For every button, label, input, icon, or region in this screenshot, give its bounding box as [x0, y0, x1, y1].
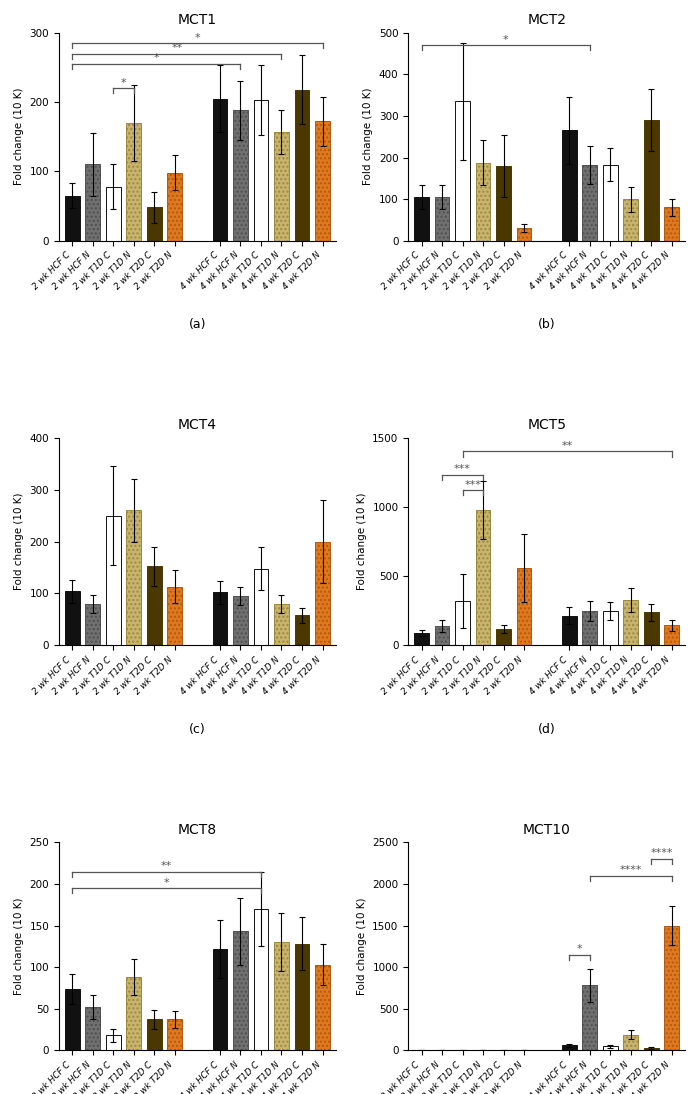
- Text: ****: ****: [650, 849, 672, 859]
- Bar: [664, 926, 679, 1050]
- Bar: [517, 229, 531, 241]
- Bar: [517, 568, 531, 645]
- Title: MCT2: MCT2: [527, 13, 566, 27]
- Bar: [582, 165, 597, 241]
- Bar: [582, 610, 597, 645]
- Bar: [294, 615, 310, 645]
- Bar: [65, 196, 80, 241]
- Y-axis label: Fold change (10 K): Fold change (10 K): [356, 492, 367, 591]
- Bar: [147, 1020, 161, 1050]
- Bar: [65, 989, 80, 1050]
- Bar: [624, 199, 638, 241]
- Bar: [274, 604, 289, 645]
- Bar: [254, 569, 268, 645]
- Bar: [476, 510, 491, 645]
- Bar: [496, 629, 511, 645]
- Y-axis label: Fold change (10 K): Fold change (10 K): [363, 88, 373, 186]
- Bar: [147, 567, 161, 645]
- Bar: [65, 592, 80, 645]
- Bar: [127, 123, 141, 241]
- Bar: [233, 931, 248, 1050]
- Bar: [315, 965, 330, 1050]
- Title: MCT1: MCT1: [178, 13, 217, 27]
- Bar: [664, 208, 679, 241]
- Bar: [106, 515, 121, 645]
- Bar: [644, 120, 658, 241]
- Bar: [562, 130, 577, 241]
- Bar: [294, 90, 310, 241]
- Bar: [414, 197, 429, 241]
- Bar: [644, 613, 658, 645]
- Text: *: *: [194, 33, 200, 43]
- Bar: [85, 1006, 100, 1050]
- Bar: [476, 163, 491, 241]
- Bar: [106, 1035, 121, 1050]
- Bar: [127, 977, 141, 1050]
- Bar: [603, 610, 618, 645]
- Bar: [624, 1035, 638, 1050]
- Bar: [294, 944, 310, 1050]
- Title: MCT4: MCT4: [178, 418, 217, 432]
- Title: MCT5: MCT5: [527, 418, 566, 432]
- Bar: [414, 633, 429, 645]
- Bar: [435, 626, 449, 645]
- Bar: [603, 1047, 618, 1050]
- Text: ***: ***: [454, 464, 471, 475]
- Bar: [85, 164, 100, 241]
- Y-axis label: Fold change (10 K): Fold change (10 K): [14, 492, 24, 591]
- Text: **: **: [561, 441, 572, 451]
- Bar: [254, 100, 268, 241]
- Bar: [254, 909, 268, 1050]
- Bar: [435, 197, 449, 241]
- Y-axis label: Fold change (10 K): Fold change (10 K): [14, 88, 24, 186]
- Y-axis label: Fold change (10 K): Fold change (10 K): [356, 897, 367, 996]
- Bar: [233, 110, 248, 241]
- Text: **: **: [171, 43, 182, 53]
- Title: MCT10: MCT10: [523, 823, 570, 837]
- Text: (a): (a): [189, 318, 206, 331]
- Bar: [127, 511, 141, 645]
- Bar: [168, 1020, 182, 1050]
- Bar: [496, 166, 511, 241]
- Bar: [212, 593, 227, 645]
- Bar: [582, 986, 597, 1050]
- Text: (d): (d): [538, 723, 556, 736]
- Bar: [274, 132, 289, 241]
- Bar: [85, 604, 100, 645]
- Bar: [168, 173, 182, 241]
- Bar: [603, 164, 618, 241]
- Text: *: *: [121, 78, 127, 88]
- Text: *: *: [164, 877, 169, 887]
- Text: *: *: [154, 54, 159, 63]
- Bar: [664, 626, 679, 645]
- Text: **: **: [161, 861, 172, 871]
- Bar: [455, 102, 470, 241]
- Bar: [624, 600, 638, 645]
- Bar: [455, 601, 470, 645]
- Bar: [562, 1045, 577, 1050]
- Text: *: *: [577, 944, 582, 954]
- Bar: [315, 121, 330, 241]
- Bar: [274, 942, 289, 1050]
- Bar: [106, 187, 121, 241]
- Bar: [147, 208, 161, 241]
- Text: (b): (b): [538, 318, 556, 331]
- Bar: [644, 1048, 658, 1050]
- Text: *: *: [503, 35, 508, 45]
- Text: (c): (c): [189, 723, 206, 736]
- Y-axis label: Fold change (10 K): Fold change (10 K): [14, 897, 24, 996]
- Bar: [212, 948, 227, 1050]
- Bar: [212, 98, 227, 241]
- Text: ****: ****: [619, 865, 642, 875]
- Text: ***: ***: [464, 479, 481, 490]
- Bar: [562, 616, 577, 645]
- Bar: [315, 542, 330, 645]
- Title: MCT8: MCT8: [178, 823, 217, 837]
- Bar: [233, 596, 248, 645]
- Bar: [168, 586, 182, 645]
